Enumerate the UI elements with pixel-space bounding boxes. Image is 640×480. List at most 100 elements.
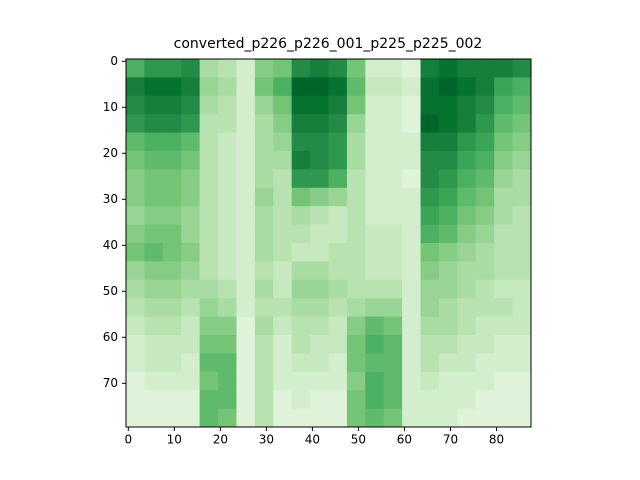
heatmap-cell [475, 279, 495, 299]
heatmap-cell [475, 151, 495, 170]
heatmap-cell [236, 279, 256, 299]
heatmap-cell [346, 77, 366, 97]
heatmap-cell [402, 224, 421, 244]
heatmap-cell [512, 279, 532, 299]
heatmap-cell [420, 206, 440, 225]
heatmap-cell [162, 279, 182, 299]
heatmap-cell [273, 59, 293, 78]
heatmap-cell [218, 132, 237, 152]
heatmap-cell [199, 243, 219, 262]
heatmap-cell [126, 390, 145, 409]
heatmap-cell [438, 243, 458, 262]
heatmap-cell [199, 95, 219, 115]
heatmap-cell [346, 151, 366, 170]
heatmap-cell [346, 316, 366, 336]
heatmap-cell [438, 279, 458, 299]
heatmap-cell [181, 151, 201, 170]
heatmap-cell [254, 95, 274, 115]
heatmap-cell [475, 261, 495, 281]
heatmap-cell [236, 224, 256, 244]
heatmap-cell [475, 335, 495, 354]
heatmap-cell [218, 114, 237, 133]
heatmap-cell [199, 353, 219, 373]
heatmap-cell [328, 132, 348, 152]
heatmap-cell [383, 114, 403, 133]
heatmap-cell [291, 132, 311, 152]
heatmap-cell [126, 169, 145, 189]
heatmap-cell [273, 298, 293, 317]
heatmap-cell [402, 316, 421, 336]
y-tick-label: 70 [103, 376, 118, 390]
heatmap-cell [218, 59, 237, 78]
heatmap-cell [457, 206, 477, 225]
heatmap-cell [402, 187, 421, 207]
heatmap-cell [457, 132, 477, 152]
heatmap-cell [365, 114, 385, 133]
heatmap-cell [420, 169, 440, 189]
heatmap-cell [402, 206, 421, 225]
x-tick-label: 80 [489, 433, 504, 447]
heatmap-cell [144, 316, 164, 336]
heatmap-cell [144, 95, 164, 115]
heatmap-cell [346, 353, 366, 373]
heatmap-cell [383, 169, 403, 189]
heatmap-cell [181, 316, 201, 336]
heatmap-cell [310, 187, 329, 207]
heatmap-cell [126, 132, 145, 152]
heatmap-cell [346, 224, 366, 244]
heatmap-cell [438, 206, 458, 225]
heatmap-cell [494, 132, 513, 152]
heatmap-cell [365, 132, 385, 152]
heatmap-cell [438, 316, 458, 336]
heatmap-cell [310, 390, 329, 409]
heatmap-cell [328, 335, 348, 354]
heatmap-cell [144, 169, 164, 189]
plot-frame [125, 58, 532, 428]
heatmap-cell [475, 353, 495, 373]
heatmap-cell [273, 224, 293, 244]
heatmap-cell [162, 243, 182, 262]
x-tick-label: 20 [213, 433, 228, 447]
heatmap-cell [291, 353, 311, 373]
heatmap-cell [181, 206, 201, 225]
heatmap-cell [126, 408, 145, 428]
heatmap-cell [126, 261, 145, 281]
heatmap-cell [126, 77, 145, 97]
heatmap-cell [365, 390, 385, 409]
heatmap-cell [383, 279, 403, 299]
heatmap-cell [199, 169, 219, 189]
heatmap-cell [383, 59, 403, 78]
heatmap-cell [236, 335, 256, 354]
heatmap-cell [144, 151, 164, 170]
heatmap-cell [254, 390, 274, 409]
heatmap-cell [181, 353, 201, 373]
heatmap-cell [420, 408, 440, 428]
heatmap-cell [273, 408, 293, 428]
heatmap-cell [346, 298, 366, 317]
heatmap-cell [126, 335, 145, 354]
heatmap-cell [291, 169, 311, 189]
heatmap-cell [365, 206, 385, 225]
heatmap-cell [254, 335, 274, 354]
heatmap-cell [457, 261, 477, 281]
heatmap-cell [218, 335, 237, 354]
heatmap-cell [181, 224, 201, 244]
heatmap-cell [402, 408, 421, 428]
heatmap-cell [236, 187, 256, 207]
heatmap-cell [310, 59, 329, 78]
heatmap-cell [181, 371, 201, 391]
heatmap-cell [383, 224, 403, 244]
heatmap-cell [438, 95, 458, 115]
heatmap-cell [402, 261, 421, 281]
heatmap-cell [494, 316, 513, 336]
heatmap-cell [494, 59, 513, 78]
heatmap-cell [346, 114, 366, 133]
heatmap-cell [420, 59, 440, 78]
heatmap-cell [402, 353, 421, 373]
heatmap-cell [402, 114, 421, 133]
heatmap-cell [273, 279, 293, 299]
heatmap-cell [236, 59, 256, 78]
heatmap-cell [144, 279, 164, 299]
heatmap-cell [236, 353, 256, 373]
heatmap-cell [310, 335, 329, 354]
